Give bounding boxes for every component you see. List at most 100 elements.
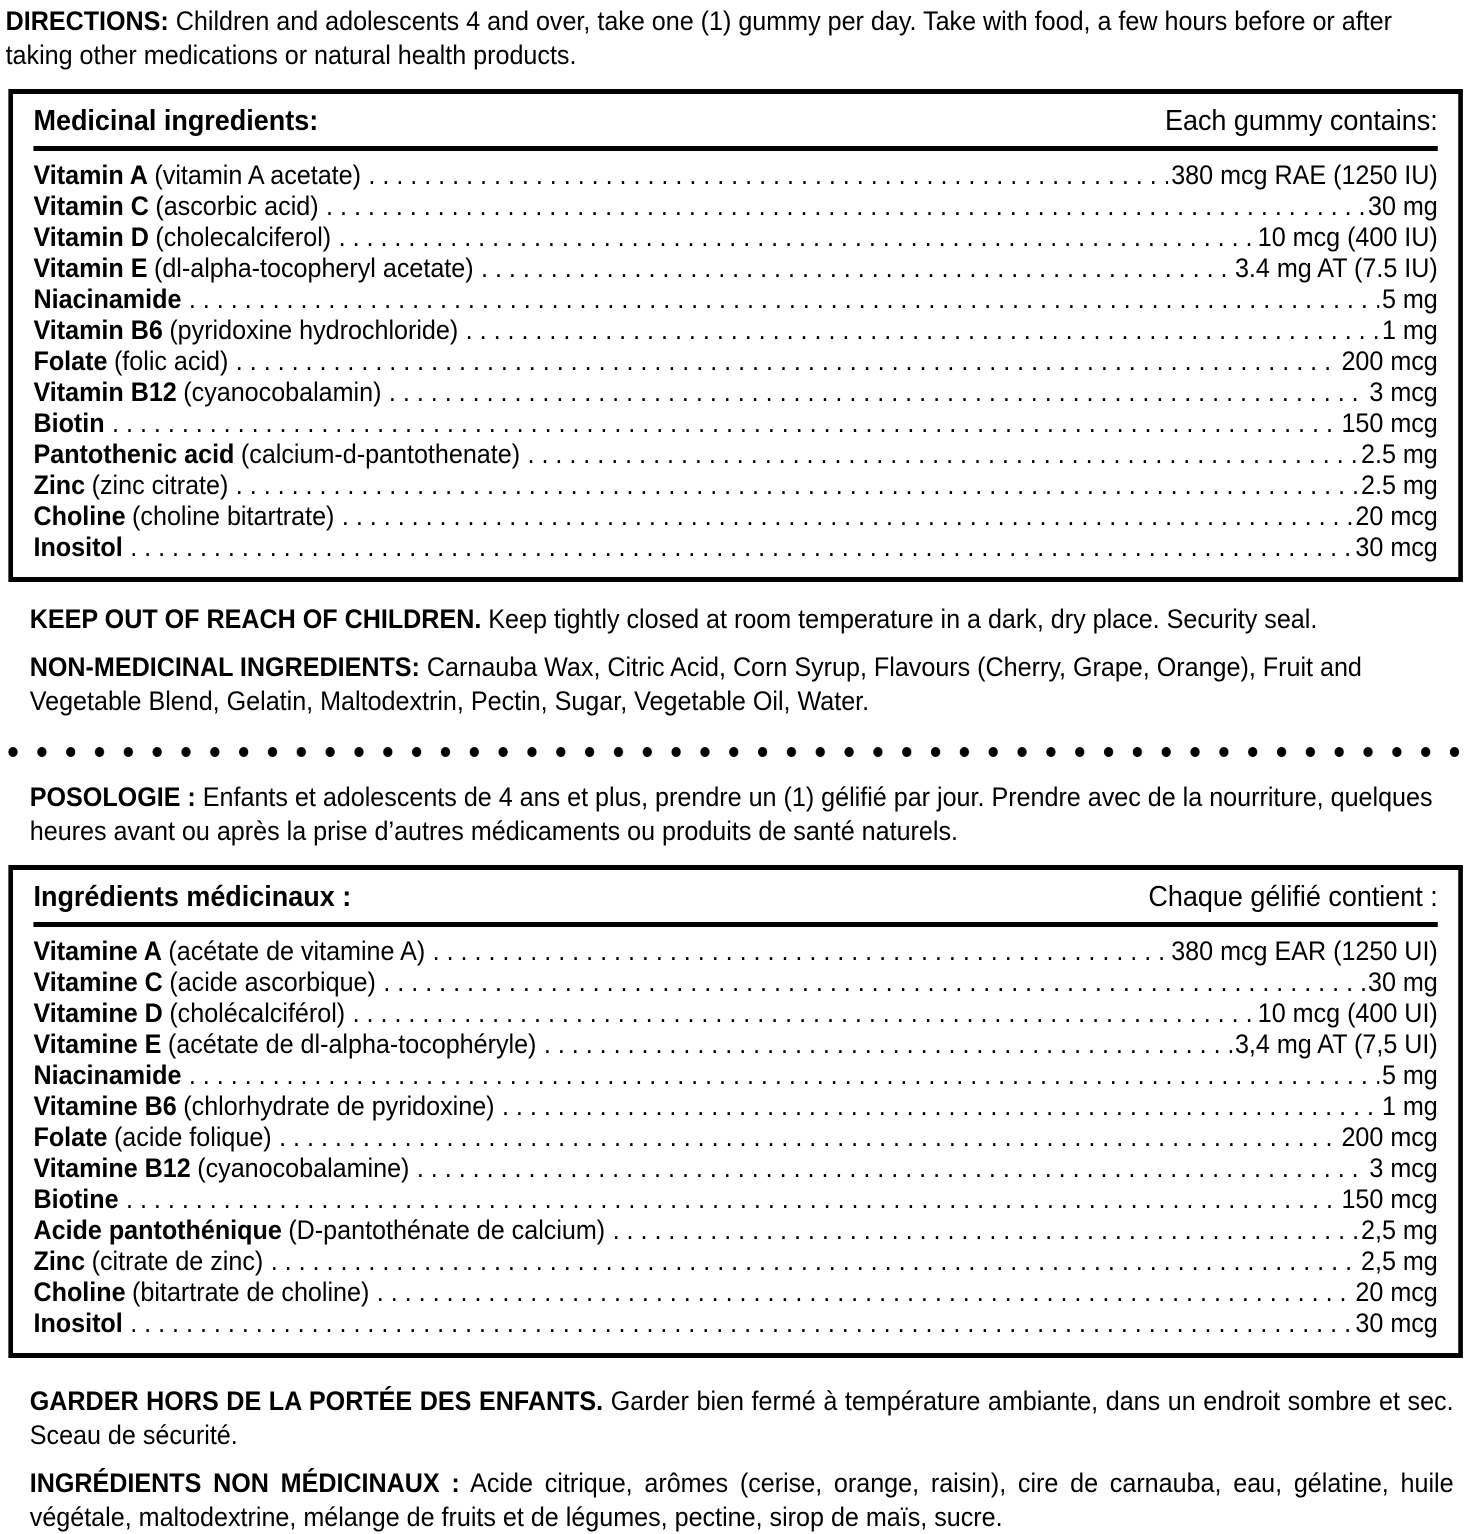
ingredient-row: Vitamine B12 (cyanocobalamine) 3 mcg xyxy=(33,1153,1437,1184)
non-medicinal-paragraph-fr: INGRÉDIENTS NON MÉDICINAUX : Acide citri… xyxy=(30,1466,1454,1534)
ingredient-row: Vitamine D (cholécalciférol) 10 mcg (400… xyxy=(33,998,1437,1029)
ingredient-row: Zinc (citrate de zinc) 2,5 mg xyxy=(33,1246,1437,1277)
ingredient-value: 20 mcg xyxy=(1355,501,1438,531)
ingredient-detail: (cyanocobalamin) xyxy=(183,377,382,407)
ingredient-row: Niacinamide 5 mg xyxy=(33,1060,1437,1091)
leader-dots xyxy=(466,315,1379,346)
ingredient-detail: (chlorhydrate de pyridoxine) xyxy=(183,1091,495,1121)
ingredient-value: 2,5 mg xyxy=(1361,1246,1438,1276)
ingredient-name: Pantothenic acid xyxy=(33,439,235,469)
ingredient-value: 20 mcg xyxy=(1355,1277,1438,1307)
leader-dots xyxy=(130,532,1352,563)
dotted-divider xyxy=(7,746,1465,758)
ingredient-detail: (acétate de vitamine A) xyxy=(168,936,426,966)
header-rule xyxy=(33,146,1438,151)
ingredient-value: 3,4 mg AT (7,5 UI) xyxy=(1234,1029,1438,1059)
ingredient-value: 30 mg xyxy=(1367,967,1438,997)
ingredient-value: 30 mcg xyxy=(1355,532,1438,562)
ingredient-row: Niacinamide 5 mg xyxy=(33,284,1437,315)
ingredient-value: 3 mcg xyxy=(1369,377,1438,407)
header-rule xyxy=(33,922,1438,927)
leader-dots xyxy=(417,1153,1367,1184)
leader-dots xyxy=(279,1122,1339,1153)
ingredient-name: Inositol xyxy=(33,1308,123,1338)
ingredient-detail: (ascorbic acid) xyxy=(155,191,319,221)
table-contains-fr: Chaque gélifié contient : xyxy=(1148,881,1438,913)
ingredient-name: Biotin xyxy=(33,408,105,438)
leader-dots xyxy=(236,346,1339,377)
ingredient-value: 1 mg xyxy=(1381,315,1438,345)
ingredient-value: 30 mcg xyxy=(1355,1308,1438,1338)
posologie-label: POSOLOGIE : xyxy=(29,782,196,812)
ingredient-value: 1 mg xyxy=(1381,1091,1438,1121)
leader-dots xyxy=(326,191,1365,222)
ingredient-value: 380 mcg EAR (1250 UI) xyxy=(1171,936,1438,966)
ingredient-name: Biotine xyxy=(33,1184,119,1214)
ingredient-detail: (vitamin A acetate) xyxy=(154,160,361,190)
ingredient-name: Vitamin E xyxy=(33,253,148,283)
ingredient-detail: (citrate de zinc) xyxy=(91,1246,264,1276)
leader-dots xyxy=(189,1060,1379,1091)
ingredient-row: Inositol 30 mcg xyxy=(33,1308,1437,1339)
table-contains-en: Each gummy contains: xyxy=(1164,105,1438,137)
ingredient-detail: (acide ascorbique) xyxy=(169,967,376,997)
ingredient-name: Vitamine A xyxy=(33,936,162,966)
keep-out-label-en: KEEP OUT OF REACH OF CHILDREN. xyxy=(29,604,482,634)
ingredient-value: 200 mcg xyxy=(1341,346,1438,376)
ingredient-name: Niacinamide xyxy=(33,1060,182,1090)
ingredient-value: 2.5 mg xyxy=(1361,470,1438,500)
ingredient-detail: (bitartrate de choline) xyxy=(132,1277,370,1307)
ingredient-name: Vitamin C xyxy=(33,191,149,221)
leader-dots xyxy=(377,1277,1353,1308)
ingredient-name: Vitamine D xyxy=(33,998,163,1028)
ingredient-name: Vitamine B6 xyxy=(33,1091,177,1121)
ingredient-detail: (acétate de dl-alpha-tocophéryle) xyxy=(167,1029,537,1059)
leader-dots xyxy=(383,967,1365,998)
ingredient-row: Vitamin C (ascorbic acid) 30 mg xyxy=(33,191,1437,222)
ingredient-name: Vitamin B12 xyxy=(33,377,177,407)
directions-paragraph: DIRECTIONS: Children and adolescents 4 a… xyxy=(6,4,1460,72)
ingredient-row: Folate (acide folique) 200 mcg xyxy=(33,1122,1437,1153)
keep-out-paragraph-en: KEEP OUT OF REACH OF CHILDREN. Keep tigh… xyxy=(30,602,1454,636)
ingredient-row: Biotin 150 mcg xyxy=(33,408,1437,439)
ingredient-row: Zinc (zinc citrate) 2.5 mg xyxy=(33,470,1437,501)
ingredient-value: 5 mg xyxy=(1381,284,1438,314)
ingredient-value: 200 mcg xyxy=(1341,1122,1438,1152)
ingredient-row: Vitamine C (acide ascorbique) 30 mg xyxy=(33,967,1437,998)
ingredient-detail: (cholécalciférol) xyxy=(169,998,346,1028)
leader-dots xyxy=(502,1091,1379,1122)
ingredient-detail: (zinc citrate) xyxy=(91,470,229,500)
ingredient-detail: (acide folique) xyxy=(113,1122,272,1152)
ingredient-name: Folate xyxy=(33,1122,108,1152)
ingredient-name: Acide pantothénique xyxy=(33,1215,282,1245)
ingredient-value: 3 mcg xyxy=(1369,1153,1438,1183)
non-medicinal-paragraph-en: NON-MEDICINAL INGREDIENTS: Carnauba Wax,… xyxy=(30,650,1454,718)
ingredient-value: 3.4 mg AT (7.5 IU) xyxy=(1234,253,1438,283)
ingredient-name: Zinc xyxy=(33,1246,86,1276)
leader-dots xyxy=(271,1246,1359,1277)
garder-label-fr: GARDER HORS DE LA PORTÉE DES ENFANTS. xyxy=(29,1386,604,1416)
ingredient-detail: (choline bitartrate) xyxy=(132,501,335,531)
ingredient-rows-fr: Vitamine A (acétate de vitamine A) 380 m… xyxy=(33,936,1437,1339)
ingredient-row: Biotine 150 mcg xyxy=(33,1184,1437,1215)
ingredient-row: Vitamine A (acétate de vitamine A) 380 m… xyxy=(33,936,1437,967)
ingredient-detail: (cyanocobalamine) xyxy=(197,1153,410,1183)
ingredient-rows-en: Vitamin A (vitamin A acetate) 380 mcg RA… xyxy=(33,160,1437,563)
ingredient-detail: (pyridoxine hydrochloride) xyxy=(169,315,459,345)
ingredient-value: 5 mg xyxy=(1381,1060,1438,1090)
ingredient-row: Pantothenic acid (calcium-d-pantothenate… xyxy=(33,439,1437,470)
medicinal-ingredients-table-en: Medicinal ingredients: Each gummy contai… xyxy=(8,89,1463,582)
ingredient-name: Inositol xyxy=(33,532,123,562)
ingredient-detail: (folic acid) xyxy=(113,346,229,376)
ingredient-row: Vitamine B6 (chlorhydrate de pyridoxine)… xyxy=(33,1091,1437,1122)
posologie-text: Enfants et adolescents de 4 ans et plus,… xyxy=(29,782,1433,846)
posologie-paragraph: POSOLOGIE : Enfants et adolescents de 4 … xyxy=(30,780,1454,848)
keep-out-text-en: Keep tightly closed at room temperature … xyxy=(488,604,1318,634)
leader-dots xyxy=(130,1308,1352,1339)
ingredient-row: Acide pantothénique (D-pantothénate de c… xyxy=(33,1215,1437,1246)
garder-text-fr: Garder bien fermé à température ambiante… xyxy=(29,1386,1454,1450)
table-header-en: Medicinal ingredients: Each gummy contai… xyxy=(33,102,1437,140)
garder-paragraph-fr: GARDER HORS DE LA PORTÉE DES ENFANTS. Ga… xyxy=(30,1384,1454,1452)
ingredient-detail: (D-pantothénate de calcium) xyxy=(288,1215,606,1245)
